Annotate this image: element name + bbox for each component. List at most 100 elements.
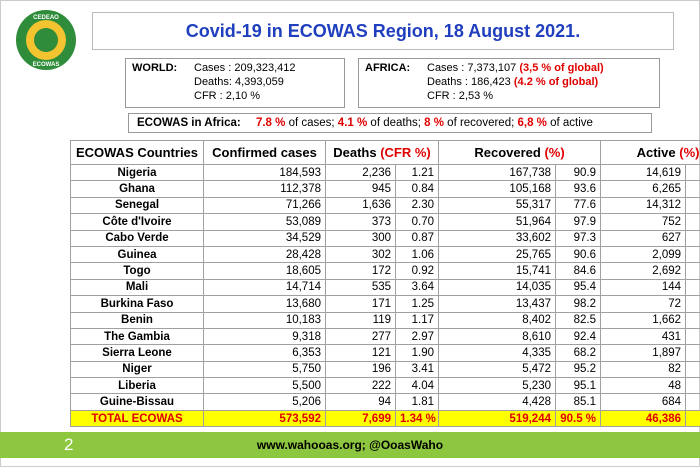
logo: CEDEAO ECOWAS [16,10,76,70]
cell: 4. [685,327,700,346]
share-value: 4.1 % [337,117,368,129]
cell: 1.21 [395,163,439,182]
cell: 90.9 [554,163,602,182]
cell: 573,592 [203,409,326,428]
cell: 519,244 [438,409,556,428]
africa-box: AFRICA: Cases : 7,373,107 (3,5 % of glob… [358,58,660,108]
share-value: 7.8 % [255,117,286,129]
cell: 5,230 [438,377,556,395]
cell: 14,619 [600,163,687,182]
cell: 71,266 [203,196,326,215]
cell: 0.87 [395,229,439,247]
country: Niger [70,360,204,379]
cell: 68.2 [554,344,602,362]
cell: 684 [600,393,687,411]
cell: 90.5 % [554,409,602,428]
cell: 0.5 [685,295,700,313]
logo-bottom: ECOWAS [33,62,60,68]
cell: 105,168 [438,180,556,198]
cell: 9,318 [203,327,326,346]
cell: 90.6 [554,245,602,264]
country: Togo [70,262,204,280]
country: Senegal [70,196,204,215]
cell: 20 [685,196,700,215]
cell: 85.1 [554,393,602,411]
cell: 8. [685,409,700,428]
cell: 15,741 [438,262,556,280]
country: Cabo Verde [70,229,204,247]
cell: 184,593 [203,163,326,182]
country: The Gambia [70,327,204,346]
cell: 1,636 [325,196,396,215]
column-header: Deaths (CFR %) [325,140,439,165]
cell: 93.6 [554,180,602,198]
cell: 1.34 % [395,409,439,428]
footer-bar: 2 www.wahooas.org; @OoasWaho [0,432,700,458]
country: Sierra Leone [70,344,204,362]
cell: 5,206 [203,393,326,411]
share-value: 6,8 % [517,117,547,129]
cell: 84.6 [554,262,602,280]
africa-deaths: Deaths : 186,423 [427,76,511,88]
cell: 95.1 [554,377,602,395]
country: Ghana [70,180,204,198]
cell: 95.2 [554,360,602,379]
cell: 2,236 [325,163,396,182]
share-text: of cases; [288,117,335,129]
country: Côte d'Ivoire [70,213,204,231]
cell: 222 [325,377,396,395]
world-cases: Cases : 209,323,412 [194,62,296,74]
cell: 7,699 [325,409,396,428]
page-number: 2 [64,435,74,454]
cell: 53,089 [203,213,326,231]
cell: 196 [325,360,396,379]
cell: 28,428 [203,245,326,264]
column-header: Confirmed cases [203,140,326,165]
cell: 2.30 [395,196,439,215]
cell: 119 [325,311,396,329]
share-label: ECOWAS in Africa: [137,117,241,129]
cell: 94 [325,393,396,411]
cell: 14,035 [438,278,556,297]
table-row: Côte d'Ivoire53,0893730.7051,96497.97521… [70,213,700,231]
cell: 33,602 [438,229,556,247]
cell: 302 [325,245,396,264]
cell: 55,317 [438,196,556,215]
cell: 167,738 [438,163,556,182]
share-text: of recovered; [447,117,515,129]
country: Guine-Bissau [70,393,204,411]
cell: 3.64 [395,278,439,297]
cell: 1.90 [395,344,439,362]
cell: 18,605 [203,262,326,280]
cell: 97.9 [554,213,602,231]
cell: 5,472 [438,360,556,379]
cell: 97.3 [554,229,602,247]
cell: 77.6 [554,196,602,215]
column-header: Recovered (%) [437,140,602,165]
cell: 14 [685,262,700,280]
cell: 1.81 [395,393,439,411]
header-note: (CFR %) [380,145,431,160]
share-text: of active [550,117,593,129]
cell: 13,680 [203,295,326,313]
cell: 0. [685,377,700,395]
world-cfr: CFR : 2,10 % [194,90,261,102]
header-text: Confirmed cases [212,145,317,160]
country: Burkina Faso [70,295,204,313]
cell: 1,662 [600,311,687,329]
cell: 0.84 [395,180,439,198]
cell: 6,353 [203,344,326,362]
cell: 1. [685,360,700,379]
cell: 82 [600,360,687,379]
cell: 1. [685,229,700,247]
cell: 1. [685,278,700,297]
column-header: Active (%) [600,140,700,165]
cell: 14,714 [203,278,326,297]
